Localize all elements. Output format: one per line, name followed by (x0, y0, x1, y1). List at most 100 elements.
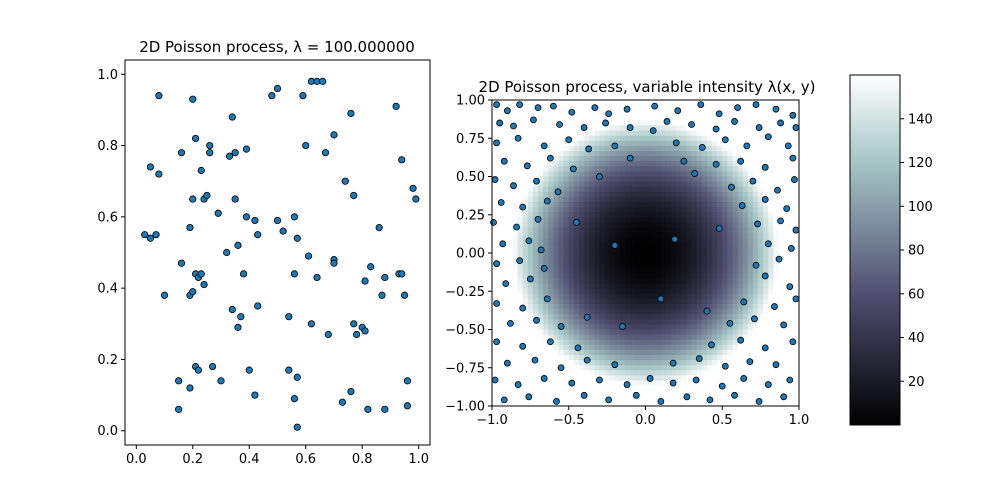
intensity-point (786, 283, 794, 291)
intensity-point (737, 157, 745, 165)
heatmap-cell (712, 324, 718, 331)
heatmap-cell (578, 202, 585, 208)
heatmap-cell (492, 390, 498, 397)
heatmap-cell (788, 329, 795, 336)
heatmap-cell (512, 105, 519, 111)
heatmap-cell (635, 293, 641, 300)
heatmap-cell (548, 360, 554, 366)
heatmap-cell (717, 253, 723, 259)
heatmap-cell (578, 334, 585, 341)
heatmap-cell (589, 186, 595, 193)
heatmap-cell (594, 288, 601, 295)
heatmap-cell (589, 278, 595, 285)
heatmap-cell (548, 349, 554, 356)
heatmap-cell (742, 176, 749, 183)
heatmap-cell (507, 334, 514, 341)
heatmap-cell (640, 319, 647, 325)
heatmap-cell (778, 253, 785, 259)
heatmap-cell (492, 253, 498, 259)
heatmap-cell (671, 349, 677, 356)
heatmap-cell (517, 166, 524, 172)
heatmap-cell (527, 355, 534, 361)
heatmap-cell (686, 247, 693, 254)
heatmap-cell (660, 207, 667, 213)
heatmap-cell (543, 120, 549, 127)
heatmap-cell (660, 319, 667, 325)
heatmap-cell (630, 110, 636, 116)
heatmap-cell (599, 161, 606, 167)
heatmap-cell (712, 140, 718, 147)
heatmap-cell (604, 293, 611, 300)
heatmap-cell (578, 181, 585, 188)
heatmap-cell (584, 237, 590, 244)
heatmap-cell (650, 181, 657, 188)
heatmap-cell (553, 161, 560, 167)
heatmap-cell (532, 171, 539, 178)
heatmap-cell (502, 125, 508, 132)
heatmap-cell (589, 161, 595, 167)
heatmap-cell (793, 145, 800, 152)
heatmap-cell (681, 125, 688, 132)
heatmap-cell (645, 181, 652, 188)
heatmap-cell (671, 293, 677, 300)
heatmap-cell (548, 237, 554, 244)
heatmap-cell (645, 339, 652, 346)
heatmap-cell (763, 309, 769, 315)
heatmap-cell (517, 242, 524, 249)
heatmap-cell (573, 339, 580, 346)
heatmap-cell (691, 324, 698, 331)
heatmap-cell (619, 288, 626, 295)
heatmap-cell (568, 324, 575, 331)
heatmap-cell (655, 334, 662, 341)
heatmap-cell (742, 232, 749, 239)
heatmap-cell (532, 212, 539, 218)
heatmap-cell (645, 176, 652, 183)
heatmap-cell (778, 247, 785, 254)
heatmap-cell (512, 298, 519, 305)
heatmap-cell (568, 151, 575, 157)
heatmap-cell (773, 207, 780, 213)
heatmap-cell (635, 186, 641, 193)
scatter-x-ticks: 0.0 0.2 0.4 0.6 0.8 1.0 (126, 445, 429, 467)
heatmap-cell (558, 176, 565, 183)
heatmap-cell (522, 319, 529, 325)
heatmap-cell (660, 355, 667, 361)
heatmap-cell (532, 145, 539, 152)
heatmap-cell (578, 242, 585, 249)
heatmap-cell (660, 135, 667, 142)
heatmap-cell (543, 247, 549, 254)
heatmap-cell (538, 115, 544, 121)
heatmap-cell (538, 293, 544, 300)
intensity-point (775, 255, 783, 263)
heatmap-cell (630, 181, 636, 188)
heatmap-cell (676, 242, 682, 249)
heatmap-cell (650, 273, 657, 280)
heatmap-cell (512, 258, 519, 264)
heatmap-cell (793, 130, 800, 137)
heatmap-cell (681, 191, 688, 198)
heatmap-cell (645, 207, 652, 213)
heatmap-cell (712, 319, 718, 325)
heatmap-cell (671, 263, 677, 269)
heatmap-cell (681, 227, 688, 234)
heatmap-cell (773, 349, 780, 356)
heatmap-cell (502, 191, 508, 198)
heatmap-cell (691, 156, 698, 162)
heatmap-cell (538, 258, 544, 264)
heatmap-cell (722, 375, 728, 382)
heatmap-cell (609, 365, 616, 371)
intensity-point (533, 316, 540, 324)
heatmap-cell (752, 196, 759, 203)
heatmap-cell (752, 298, 759, 305)
heatmap-cell (553, 314, 560, 320)
heatmap-cell (701, 171, 708, 178)
heatmap-cell (630, 120, 636, 127)
heatmap-cell (742, 355, 749, 361)
heatmap-cell (589, 395, 595, 402)
heatmap-cell (758, 186, 764, 193)
heatmap-cell (543, 125, 549, 132)
heatmap-cell (768, 390, 775, 397)
heatmap-cell (578, 304, 585, 310)
heatmap-cell (788, 171, 795, 178)
heatmap-cell (655, 329, 662, 336)
